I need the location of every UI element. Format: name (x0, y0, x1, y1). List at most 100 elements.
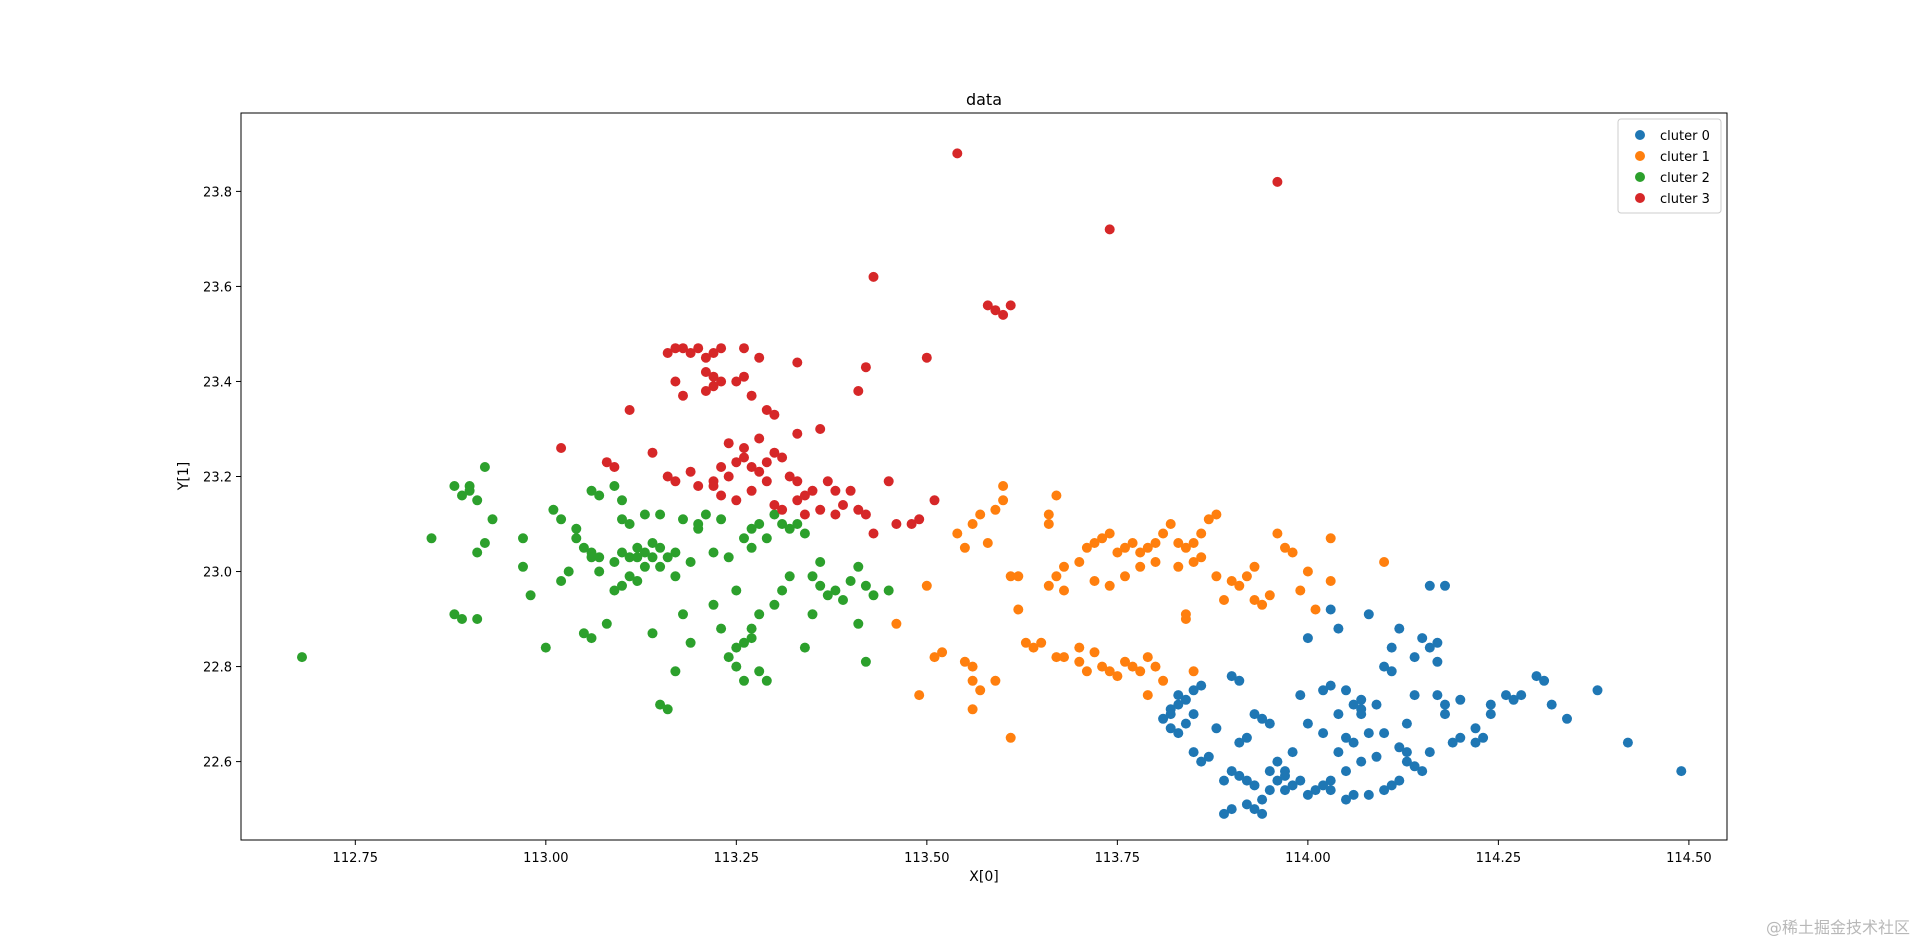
data-point (716, 462, 727, 472)
data-point (647, 552, 658, 563)
data-point (731, 495, 742, 506)
data-point (731, 457, 742, 468)
data-point (685, 466, 696, 477)
data-point (1241, 732, 1252, 743)
data-point (822, 476, 833, 487)
data-point (1302, 566, 1313, 577)
data-point (1234, 675, 1245, 686)
data-point (1081, 542, 1092, 553)
data-point (937, 647, 948, 658)
data-point (1059, 652, 1069, 663)
data-point (1158, 713, 1169, 724)
data-point (1173, 690, 1184, 701)
data-point (891, 519, 902, 529)
data-point (761, 476, 772, 487)
data-point (1280, 770, 1290, 781)
data-point (700, 367, 711, 377)
data-point (1142, 652, 1153, 663)
data-point (868, 528, 879, 539)
data-point (822, 590, 833, 601)
data-point (777, 452, 788, 463)
data-point (1432, 637, 1443, 648)
x-tick-label: 113.25 (714, 851, 760, 866)
data-point (1379, 728, 1390, 739)
data-point (868, 271, 879, 282)
data-point (754, 466, 765, 477)
data-point (1150, 661, 1161, 672)
data-point (1280, 542, 1290, 553)
data-point (670, 547, 681, 558)
data-point (1211, 723, 1222, 734)
data-point (1097, 533, 1108, 544)
data-point (647, 447, 658, 458)
data-point (929, 652, 940, 663)
data-point (1417, 766, 1428, 777)
data-point (540, 642, 551, 653)
data-point (746, 623, 757, 634)
legend-marker (1635, 172, 1645, 182)
series-2 (297, 462, 894, 715)
data-point (1455, 694, 1466, 705)
y-axis-label: Y[1] (176, 462, 192, 491)
data-point (868, 590, 879, 601)
data-point (1173, 561, 1184, 572)
watermark-text: @稀土掘金技术社区 (1765, 918, 1910, 937)
data-point (670, 666, 681, 677)
data-point (1127, 661, 1138, 672)
data-point (1127, 538, 1138, 548)
data-point (1005, 732, 1016, 743)
data-point (685, 348, 696, 358)
data-point (586, 485, 597, 496)
y-tick-label: 22.6 (203, 756, 232, 771)
data-point (1379, 785, 1390, 796)
data-point (754, 666, 765, 677)
data-point (662, 552, 673, 563)
data-point (632, 542, 643, 553)
data-point (754, 519, 765, 529)
data-point (297, 652, 307, 663)
data-point (769, 409, 780, 420)
data-point (1158, 675, 1169, 686)
legend: cluter 0 cluter 1 cluter 2 cluter 3 (1617, 118, 1722, 214)
data-point (1104, 224, 1115, 235)
data-point (1249, 780, 1260, 791)
data-point (479, 538, 490, 548)
data-point (1409, 761, 1420, 772)
data-point (518, 533, 528, 544)
data-point (632, 552, 643, 563)
data-point (1440, 709, 1450, 720)
data-point (708, 348, 719, 358)
data-point (1226, 804, 1237, 815)
data-point (746, 523, 757, 534)
data-point (1501, 690, 1511, 701)
data-point (556, 576, 567, 586)
data-point (1120, 656, 1130, 667)
legend-marker (1635, 193, 1645, 203)
data-point (914, 514, 925, 525)
data-point (1478, 732, 1489, 743)
y-tick-label: 23.6 (203, 280, 232, 295)
data-point (617, 495, 627, 506)
data-point (860, 656, 871, 667)
data-point (1348, 789, 1359, 800)
data-point (457, 490, 467, 501)
data-point (617, 547, 627, 558)
data-point (1401, 756, 1412, 767)
data-point (647, 628, 658, 639)
data-point (792, 519, 803, 529)
data-point (1196, 552, 1207, 563)
data-point (1211, 571, 1222, 582)
y-axis: 22.6 22.8 23.0 23.2 23.4 23.6 23.8 (203, 185, 241, 771)
data-point (1333, 709, 1344, 720)
data-point (1325, 680, 1336, 691)
data-point (1051, 490, 1062, 501)
data-point (1264, 785, 1275, 796)
data-point (1348, 737, 1359, 748)
y-tick-label: 22.8 (203, 661, 232, 676)
data-point (647, 538, 658, 548)
data-point (1409, 652, 1420, 663)
data-point (1424, 747, 1435, 758)
data-point (700, 509, 711, 520)
data-point (830, 485, 841, 496)
data-point (716, 376, 727, 387)
